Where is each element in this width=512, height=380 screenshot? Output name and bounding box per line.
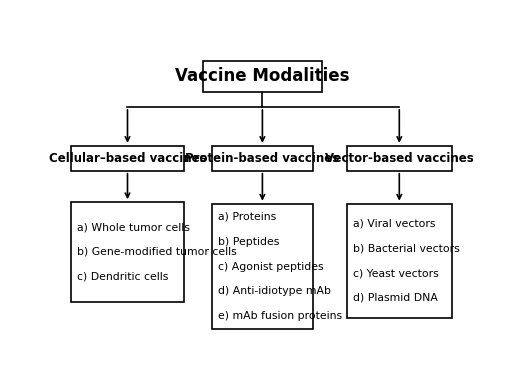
- Text: Cellular–based vaccines: Cellular–based vaccines: [49, 152, 206, 165]
- Text: Vector-based vaccines: Vector-based vaccines: [325, 152, 474, 165]
- Text: a) Whole tumor cells

b) Gene-modified tumor cells

c) Dendritic cells: a) Whole tumor cells b) Gene-modified tu…: [77, 222, 237, 282]
- Text: Protein-based vaccines: Protein-based vaccines: [185, 152, 339, 165]
- FancyBboxPatch shape: [71, 202, 184, 302]
- FancyBboxPatch shape: [212, 204, 313, 329]
- FancyBboxPatch shape: [347, 204, 452, 318]
- FancyBboxPatch shape: [212, 146, 313, 171]
- Text: Vaccine Modalities: Vaccine Modalities: [175, 67, 350, 86]
- Text: a) Viral vectors

b) Bacterial vectors

c) Yeast vectors

d) Plasmid DNA: a) Viral vectors b) Bacterial vectors c)…: [353, 218, 459, 303]
- Text: a) Proteins

b) Peptides

c) Agonist peptides

d) Anti-idiotype mAb

e) mAb fusi: a) Proteins b) Peptides c) Agonist pepti…: [218, 212, 342, 321]
- FancyBboxPatch shape: [203, 61, 322, 92]
- FancyBboxPatch shape: [347, 146, 452, 171]
- FancyBboxPatch shape: [71, 146, 184, 171]
